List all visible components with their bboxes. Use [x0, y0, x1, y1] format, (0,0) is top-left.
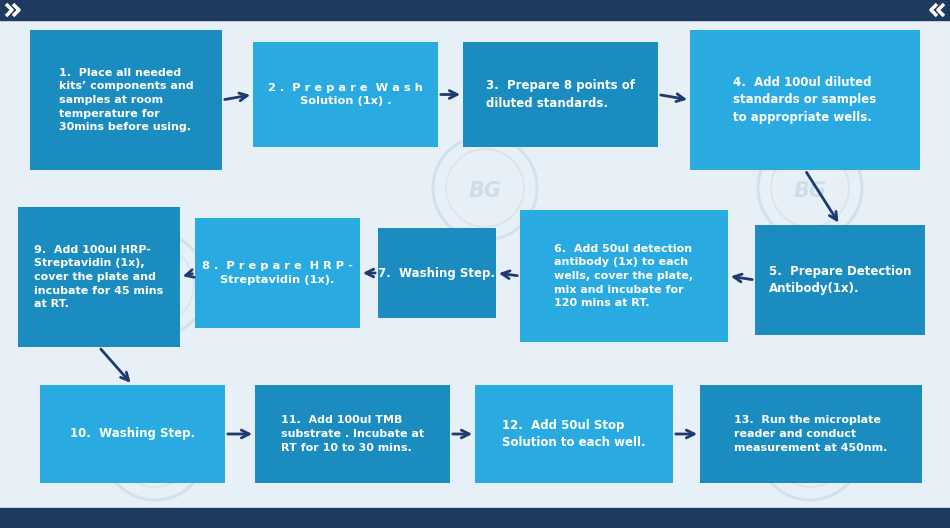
FancyBboxPatch shape: [755, 225, 925, 335]
Text: 9.  Add 100ul HRP-
Streptavidin (1x),
cover the plate and
incubate for 45 mins
a: 9. Add 100ul HRP- Streptavidin (1x), cov…: [34, 245, 163, 309]
Text: 12.  Add 50ul Stop
Solution to each well.: 12. Add 50ul Stop Solution to each well.: [503, 419, 646, 449]
FancyBboxPatch shape: [255, 385, 450, 483]
FancyBboxPatch shape: [475, 385, 673, 483]
FancyBboxPatch shape: [520, 210, 728, 342]
Bar: [0, 0, 950, 20]
Text: 7.  Washing Step.: 7. Washing Step.: [378, 267, 496, 279]
Text: 11.  Add 100ul TMB
substrate . Incubate at
RT for 10 to 30 mins.: 11. Add 100ul TMB substrate . Incubate a…: [281, 416, 424, 452]
FancyBboxPatch shape: [253, 42, 438, 147]
Text: 1.  Place all needed
kits’ components and
samples at room
temperature for
30mins: 1. Place all needed kits’ components and…: [59, 68, 193, 132]
FancyBboxPatch shape: [700, 385, 922, 483]
Text: BG: BG: [793, 441, 826, 461]
FancyBboxPatch shape: [18, 207, 180, 347]
Text: BG: BG: [468, 181, 502, 201]
Text: 5.  Prepare Detection
Antibody(1x).: 5. Prepare Detection Antibody(1x).: [769, 265, 911, 295]
FancyBboxPatch shape: [690, 30, 920, 170]
Bar: [0, 508, 950, 528]
Text: 3.  Prepare 8 points of
diluted standards.: 3. Prepare 8 points of diluted standards…: [486, 79, 635, 110]
Text: 4.  Add 100ul diluted
standards or samples
to appropriate wells.: 4. Add 100ul diluted standards or sample…: [733, 76, 877, 124]
Text: BG: BG: [139, 278, 172, 298]
Text: 6.  Add 50ul detection
antibody (1x) to each
wells, cover the plate,
mix and inc: 6. Add 50ul detection antibody (1x) to e…: [555, 244, 694, 308]
FancyBboxPatch shape: [40, 385, 225, 483]
Text: 13.  Run the microplate
reader and conduct
measurement at 450nm.: 13. Run the microplate reader and conduc…: [734, 416, 887, 452]
Text: 2 .  P r e p a r e  W a s h
Solution (1x) .: 2 . P r e p a r e W a s h Solution (1x) …: [268, 83, 423, 106]
FancyBboxPatch shape: [30, 30, 222, 170]
FancyBboxPatch shape: [463, 42, 658, 147]
FancyBboxPatch shape: [195, 218, 360, 328]
FancyBboxPatch shape: [378, 228, 496, 318]
Text: BG: BG: [793, 181, 826, 201]
Text: 8 .  P r e p a r e  H R P -
Streptavidin (1x).: 8 . P r e p a r e H R P - Streptavidin (…: [202, 261, 353, 285]
Text: BG: BG: [139, 441, 172, 461]
Text: 10.  Washing Step.: 10. Washing Step.: [70, 428, 195, 440]
